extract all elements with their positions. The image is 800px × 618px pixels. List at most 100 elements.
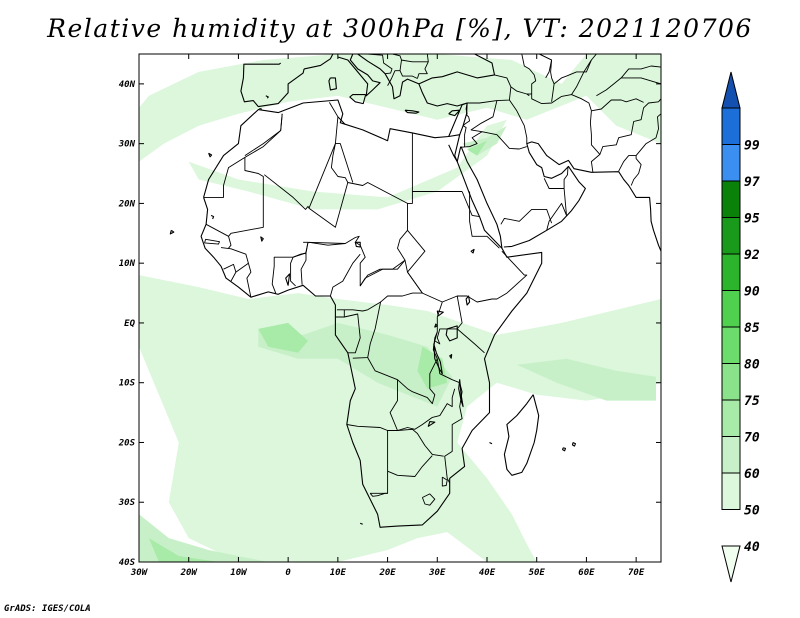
- colorbar-label: 60: [744, 467, 760, 482]
- border-10: [469, 191, 500, 249]
- x-tick-label: 10W: [230, 568, 248, 578]
- border-69: [539, 54, 555, 102]
- border-52: [555, 94, 592, 111]
- y-tick-label: 40N: [119, 80, 136, 90]
- border-60: [416, 54, 429, 79]
- coastline-12: [404, 109, 420, 114]
- y-tick-label: 10S: [119, 379, 136, 389]
- x-tick-label: 60E: [578, 568, 595, 578]
- y-tick-label: 30N: [118, 140, 136, 150]
- y-tick-label: 30S: [118, 498, 136, 508]
- border-50: [589, 110, 601, 173]
- colorbar-segment: [721, 363, 741, 401]
- border-74: [259, 107, 262, 110]
- border-32: [290, 257, 296, 287]
- border-64: [400, 59, 429, 63]
- island-3: [489, 442, 493, 445]
- border-33: [292, 252, 307, 258]
- coastline-10: [349, 94, 367, 105]
- coastline-15: [571, 442, 577, 447]
- border-47: [543, 178, 567, 231]
- coastline-17: [208, 152, 213, 158]
- x-tick-label: 40E: [479, 568, 496, 578]
- border-20: [389, 379, 456, 431]
- x-tick-label: 70E: [628, 568, 645, 578]
- humidity-region-7: [258, 322, 308, 353]
- colorbar: 40 50 60 70 75 80 85 90 92 95 97 99: [721, 71, 760, 583]
- border-38: [329, 253, 361, 297]
- x-tick-label: 20W: [180, 568, 199, 578]
- humidity-region-5: [139, 514, 269, 562]
- border-58: [462, 114, 471, 127]
- x-tick-label: 20E: [378, 568, 396, 578]
- border-71: [571, 59, 592, 95]
- border-54: [618, 113, 661, 172]
- border-5: [335, 143, 354, 183]
- lake-3: [354, 241, 361, 248]
- border-53: [591, 98, 644, 112]
- colorbar-label: 70: [744, 431, 760, 446]
- x-tick-label: 10E: [330, 568, 347, 578]
- border-51: [599, 98, 661, 155]
- border-30: [223, 263, 237, 273]
- border-75: [369, 492, 388, 497]
- border-17: [344, 313, 361, 354]
- border-39: [329, 102, 346, 125]
- coastline-7: [448, 144, 462, 163]
- border-49: [563, 166, 569, 189]
- colorbar-label: 50: [744, 504, 760, 519]
- lake-2: [458, 379, 464, 408]
- lake-4: [465, 295, 471, 306]
- map-frame: [138, 53, 662, 563]
- colorbar-label: 75: [744, 394, 760, 409]
- border-68: [531, 94, 557, 105]
- border-59: [462, 125, 467, 147]
- border-24: [387, 455, 433, 477]
- y-tick-label: 10N: [119, 259, 136, 269]
- colorbar-label: 90: [744, 285, 760, 300]
- border-48: [500, 208, 553, 225]
- coastline-14: [303, 54, 334, 70]
- country-borders: [203, 54, 661, 506]
- colorbar-segment: [721, 180, 741, 218]
- coastline-6: [459, 102, 468, 135]
- island-0: [265, 95, 269, 99]
- border-34: [300, 253, 307, 285]
- border-62: [392, 54, 402, 71]
- lake-9: [434, 323, 438, 328]
- coastline-18: [169, 229, 175, 235]
- border-23: [397, 428, 444, 457]
- coastline-5: [240, 62, 305, 108]
- colorbar-label: 95: [744, 212, 760, 227]
- border-44: [481, 131, 527, 150]
- border-19: [367, 357, 438, 405]
- border-0: [203, 156, 264, 237]
- colorbar-segment: [721, 144, 741, 182]
- border-18: [352, 301, 382, 359]
- border-36: [308, 241, 346, 246]
- colorbar-segment: [721, 290, 741, 328]
- border-72: [596, 77, 661, 97]
- colorbar-top-arrow: [721, 71, 741, 109]
- border-45: [510, 86, 530, 97]
- lake-11: [260, 236, 264, 242]
- border-15: [336, 259, 423, 312]
- border-6: [308, 143, 336, 209]
- border-7: [407, 132, 413, 204]
- border-41: [204, 238, 220, 245]
- lake-0: [445, 325, 458, 342]
- humidity-region-6: [516, 358, 656, 401]
- coastline-16: [562, 447, 567, 452]
- y-tick-label: EQ: [124, 319, 135, 329]
- humidity-region-1: [188, 119, 507, 210]
- island-2: [359, 522, 363, 525]
- y-tick-label: 20N: [118, 199, 136, 209]
- coastline-4: [337, 54, 381, 97]
- colorbar-bottom-arrow: [721, 545, 741, 583]
- coastline-11: [328, 77, 337, 91]
- coastlines: [169, 54, 661, 528]
- border-63: [367, 54, 393, 75]
- colorbar-segment: [721, 253, 741, 291]
- border-11: [461, 191, 480, 218]
- colorbar-label: 92: [744, 248, 760, 263]
